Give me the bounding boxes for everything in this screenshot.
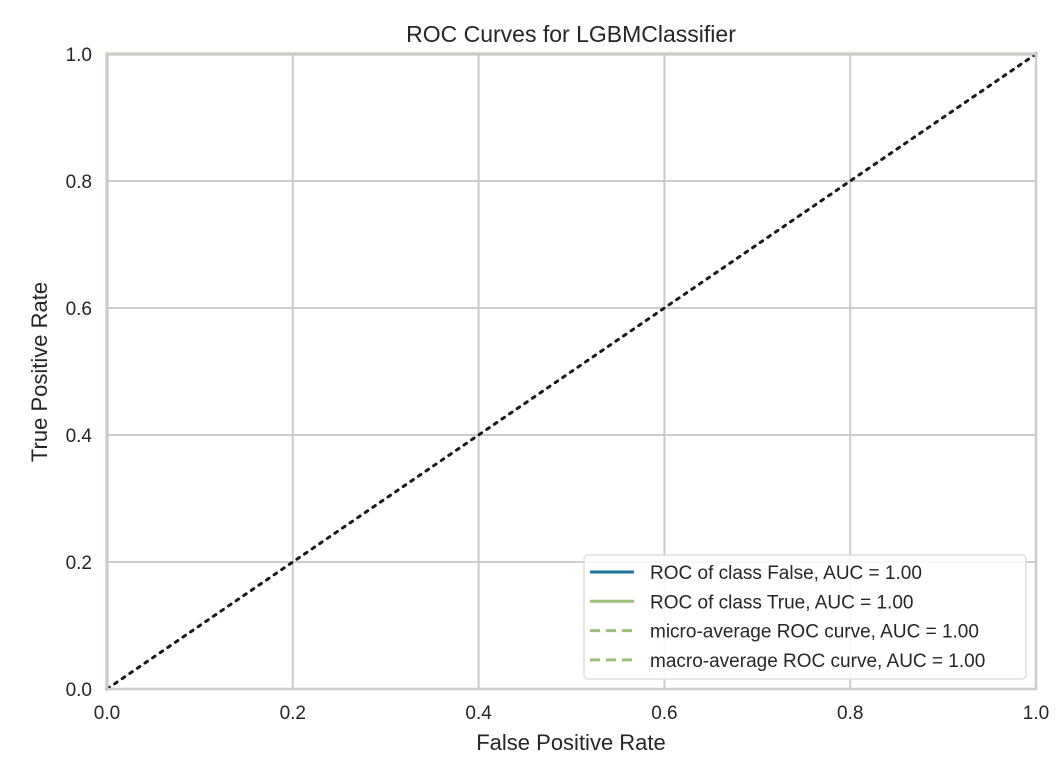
y-tick-label: 1.0 — [66, 45, 92, 66]
plot-frame — [105, 52, 1038, 691]
legend-label-0: ROC of class False, AUC = 1.00 — [650, 563, 922, 584]
x-tick-label: 0.8 — [837, 703, 863, 724]
y-tick-label: 0.4 — [66, 426, 93, 447]
y-tick-label: 0.2 — [66, 553, 92, 574]
x-tick-label: 0.6 — [651, 703, 677, 724]
legend-label-3: macro-average ROC curve, AUC = 1.00 — [650, 651, 985, 672]
legend-label-2: micro-average ROC curve, AUC = 1.00 — [650, 622, 979, 643]
chart-title: ROC Curves for LGBMClassifier — [406, 21, 736, 47]
legend-box — [583, 554, 1027, 680]
legend: ROC of class False, AUC = 1.00 ROC of cla… — [583, 554, 1027, 680]
y-tick-label: 0.6 — [66, 299, 92, 320]
y-axis-title: True Positive Rate — [27, 282, 52, 462]
y-tick-label: 0.0 — [66, 680, 92, 701]
y-tick-label: 0.8 — [66, 172, 92, 193]
x-tick-label: 0.0 — [94, 703, 120, 724]
plot-area: 0.0 0.2 0.4 0.6 0.8 1.0 0.0 0.2 0.4 0.6 0.8 1.0 — [66, 45, 1050, 724]
legend-label-1: ROC of class True, AUC = 1.00 — [650, 592, 913, 613]
x-tick-label: 0.4 — [465, 703, 492, 724]
x-tick-label: 0.2 — [280, 703, 306, 724]
reference-diagonal — [105, 52, 1038, 691]
x-axis-title: False Positive Rate — [476, 730, 666, 755]
x-tick-label: 1.0 — [1023, 703, 1049, 724]
